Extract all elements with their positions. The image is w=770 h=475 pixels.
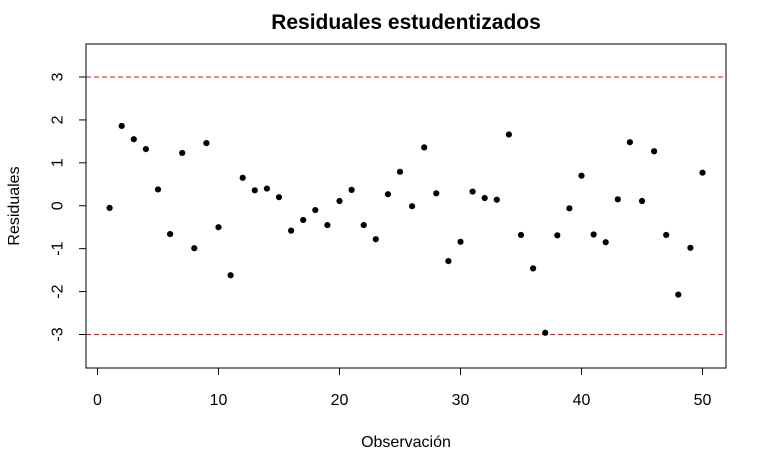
y-tick-label: 0 bbox=[50, 201, 67, 210]
data-point bbox=[154, 186, 162, 193]
data-point bbox=[142, 146, 149, 153]
data-point bbox=[203, 139, 210, 147]
x-tick-label: 0 bbox=[93, 392, 102, 409]
plot-frame bbox=[85, 43, 727, 369]
data-point bbox=[469, 188, 476, 195]
x-tick-label: 50 bbox=[694, 392, 712, 409]
data-point bbox=[409, 203, 416, 210]
data-point bbox=[445, 258, 452, 265]
data-point bbox=[614, 196, 621, 203]
data-point bbox=[312, 206, 319, 214]
data-point bbox=[130, 136, 137, 143]
data-point bbox=[433, 190, 440, 197]
data-point bbox=[275, 194, 283, 201]
x-tick-label: 20 bbox=[331, 392, 349, 409]
data-point bbox=[263, 185, 270, 192]
y-tick-label: -3 bbox=[50, 327, 67, 341]
data-point bbox=[215, 224, 222, 231]
x-tick-label: 10 bbox=[210, 392, 228, 409]
y-tick-label: -2 bbox=[50, 284, 67, 298]
data-point bbox=[481, 194, 488, 202]
data-point bbox=[191, 245, 198, 252]
data-point bbox=[590, 231, 597, 238]
data-point bbox=[626, 139, 634, 146]
data-point bbox=[638, 197, 646, 205]
y-axis-label: Residuales bbox=[6, 166, 23, 245]
data-point bbox=[251, 187, 258, 194]
data-point bbox=[179, 149, 186, 157]
data-point bbox=[227, 272, 234, 279]
data-point bbox=[554, 232, 561, 239]
data-point bbox=[457, 238, 464, 245]
data-point bbox=[336, 197, 343, 205]
data-point bbox=[396, 168, 404, 175]
x-tick-label: 40 bbox=[573, 392, 591, 409]
data-points bbox=[106, 122, 706, 336]
data-point bbox=[505, 131, 512, 138]
data-point bbox=[517, 231, 525, 239]
y-tick-label: 2 bbox=[50, 115, 67, 124]
data-point bbox=[167, 230, 174, 238]
data-point bbox=[421, 144, 428, 151]
data-point bbox=[542, 329, 549, 336]
data-point bbox=[239, 174, 246, 181]
chart-title: Residuales estudentizados bbox=[271, 11, 541, 34]
data-point bbox=[651, 148, 658, 155]
y-tick-label: 1 bbox=[50, 158, 67, 167]
data-point bbox=[578, 172, 585, 179]
reference-lines bbox=[86, 76, 726, 335]
data-point bbox=[530, 265, 537, 272]
data-point bbox=[288, 227, 295, 234]
data-point bbox=[675, 291, 682, 298]
data-point bbox=[493, 196, 500, 203]
axes: 0 10 20 30 40 50 -3 -2 -1 0 1 2 3 bbox=[50, 72, 712, 409]
data-point bbox=[687, 244, 694, 251]
data-point bbox=[663, 231, 670, 239]
data-point bbox=[602, 239, 609, 246]
data-point bbox=[699, 169, 706, 176]
y-tick-label: -1 bbox=[50, 241, 67, 255]
x-axis-label: Observación bbox=[361, 434, 451, 451]
data-point bbox=[118, 122, 125, 130]
data-point bbox=[566, 205, 573, 212]
data-point bbox=[360, 221, 367, 229]
data-point bbox=[300, 216, 307, 224]
data-point bbox=[106, 204, 113, 211]
data-point bbox=[348, 186, 355, 193]
y-tick-label: 3 bbox=[50, 72, 67, 81]
data-point bbox=[372, 236, 379, 243]
data-point bbox=[384, 191, 391, 198]
data-point bbox=[324, 221, 331, 229]
x-tick-label: 30 bbox=[452, 392, 470, 409]
